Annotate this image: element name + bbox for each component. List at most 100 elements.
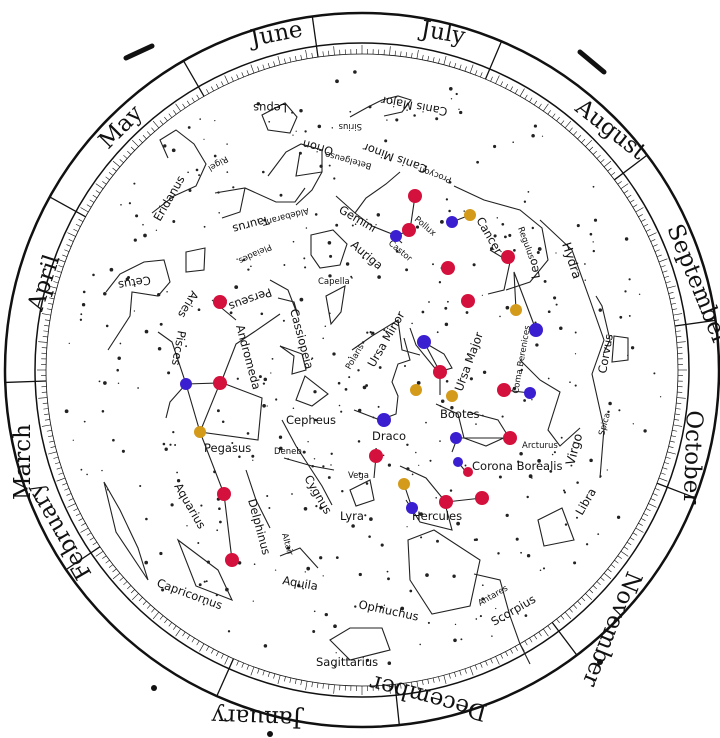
star [411,473,414,476]
star [213,154,217,158]
date-tick [585,139,593,147]
date-tick [317,682,319,688]
date-tick [529,97,533,103]
date-tick [168,113,173,118]
star [262,403,266,408]
date-tick [505,651,508,657]
star [145,517,148,521]
star [142,223,144,226]
star [297,584,301,588]
date-tick [75,513,81,516]
star [632,423,634,425]
star [469,377,473,381]
date-tick [311,52,313,58]
star [365,482,369,485]
date-tick [422,54,424,60]
star [379,605,384,609]
star [219,520,222,524]
star [188,189,192,192]
date-tick [47,302,53,305]
date-tick [41,313,51,316]
label-sagittarius: Sagittarius [316,655,378,669]
date-tick [443,675,447,685]
date-tick [556,116,560,122]
date-tick [73,508,79,511]
star [354,605,357,608]
star [560,436,563,439]
star [384,139,388,143]
red-marker [213,295,227,309]
star [303,507,308,511]
date-tick [400,683,402,689]
label-corvus: Corvus [595,333,616,375]
date-tick [490,658,493,664]
date-tick [438,676,440,682]
star [592,249,595,253]
star [335,556,339,559]
date-tick [632,532,638,536]
star [135,214,139,218]
blue-marker [450,432,462,444]
date-tick [78,518,84,521]
date-tick [547,625,551,630]
star [186,525,188,527]
star [508,233,512,237]
star [313,458,316,460]
star [535,343,539,347]
red-marker [501,250,515,264]
date-tick [127,585,132,590]
date-tick [75,224,81,227]
date-tick [64,488,70,491]
date-tick [669,440,675,443]
star [445,380,449,383]
date-tick [573,604,578,609]
star [419,643,421,646]
date-tick [592,150,597,155]
date-tick [173,625,177,630]
label-leo: Leo [526,257,543,279]
star [439,440,441,442]
date-tick [289,57,292,63]
month-divider [551,621,578,656]
star [324,325,327,328]
date-tick [246,70,250,76]
date-tick [142,135,147,140]
date-tick [643,513,649,516]
star [217,191,220,194]
star [458,108,460,111]
date-tick [182,103,186,109]
star [553,451,556,454]
date-tick [81,522,86,526]
star [292,240,295,243]
date-tick [152,120,160,129]
date-tick [596,154,601,159]
star [98,380,101,383]
red-marker [439,495,453,509]
blue-marker [180,378,192,390]
date-tick [42,402,48,404]
star [411,322,413,325]
star [331,127,334,129]
date-tick [617,181,622,185]
star [406,526,408,528]
star [475,618,478,620]
star [155,229,158,231]
date-tick [284,58,286,64]
star [387,463,391,467]
date-tick [206,89,210,94]
blue-marker [406,502,418,514]
star [551,453,554,456]
date-tick [464,668,467,674]
date-tick [67,232,76,237]
label-pegasus: Pegasus [204,441,251,455]
date-tick [480,72,483,78]
date-tick [538,103,542,109]
star [214,120,216,122]
date-tick [664,462,670,465]
star [562,489,566,492]
star [163,144,167,148]
date-tick [273,61,276,67]
date-tick [305,681,308,691]
star [187,171,189,174]
star [216,529,219,532]
